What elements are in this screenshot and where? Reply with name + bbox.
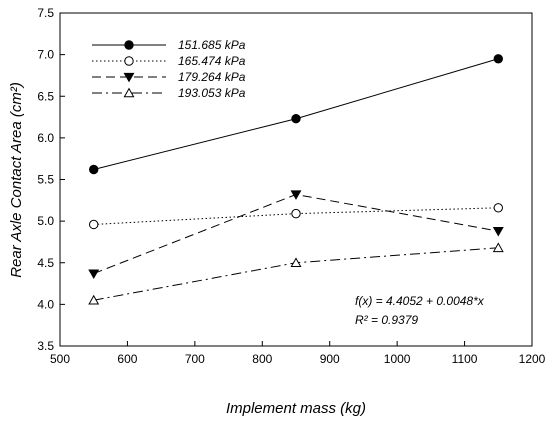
data-point (290, 190, 302, 200)
x-tick-label: 900 (320, 352, 340, 366)
legend-label: 179.264 kPa (178, 70, 246, 84)
x-axis-title: Implement mass (kg) (226, 400, 366, 417)
data-point (88, 269, 100, 279)
data-point (493, 54, 503, 64)
y-tick-label: 5.0 (37, 214, 54, 228)
legend-label: 193.053 kPa (178, 86, 246, 100)
series-1 (89, 54, 503, 175)
y-tick-label: 7.0 (37, 48, 54, 62)
fit-equation: f(x) = 4.4052 + 0.0048*x (355, 294, 485, 308)
x-tick-label: 1000 (384, 352, 411, 366)
series-2 (89, 203, 503, 230)
x-tick-label: 600 (117, 352, 137, 366)
y-tick-label: 3.5 (37, 339, 54, 353)
data-point (291, 114, 301, 124)
y-tick-label: 7.5 (37, 6, 54, 20)
legend-label: 151.685 kPa (178, 38, 246, 52)
y-tick-label: 5.5 (37, 173, 54, 187)
r-squared: R² = 0.9379 (355, 313, 418, 327)
data-point (493, 203, 503, 213)
x-tick-label: 700 (185, 352, 205, 366)
legend: 151.685 kPa 165.474 kPa 179.264 kPa 193.053… (92, 38, 246, 100)
series-line (93, 207, 499, 225)
data-point (492, 227, 504, 237)
series-line (93, 247, 499, 301)
series-4 (88, 242, 504, 305)
data-point (89, 164, 99, 175)
x-tick-label: 1100 (452, 352, 478, 366)
series-layer (88, 54, 504, 305)
axis-ticks: 500 600 700 800 900 1000 1100 1200 3.5 4.0 4.5 5.0 5… (37, 6, 545, 366)
data-point (290, 257, 302, 268)
data-point (492, 242, 504, 253)
y-tick-label: 4.5 (37, 256, 54, 270)
x-tick-label: 1200 (519, 352, 546, 366)
legend-marker (123, 87, 135, 98)
data-point (291, 208, 301, 219)
y-axis-title: Rear Axle Contact Area (cm²) (8, 82, 25, 278)
y-tick-label: 6.5 (37, 89, 54, 103)
legend-marker (124, 56, 134, 66)
x-tick-label: 800 (252, 352, 272, 366)
data-point (89, 219, 99, 230)
legend-marker (123, 72, 135, 83)
data-point (88, 294, 100, 305)
legend-marker (124, 40, 134, 50)
y-tick-label: 4.0 (37, 297, 54, 311)
y-tick-label: 6.0 (37, 131, 54, 145)
series-3 (88, 190, 504, 279)
x-tick-label: 500 (50, 352, 70, 366)
legend-label: 165.474 kPa (178, 54, 246, 68)
